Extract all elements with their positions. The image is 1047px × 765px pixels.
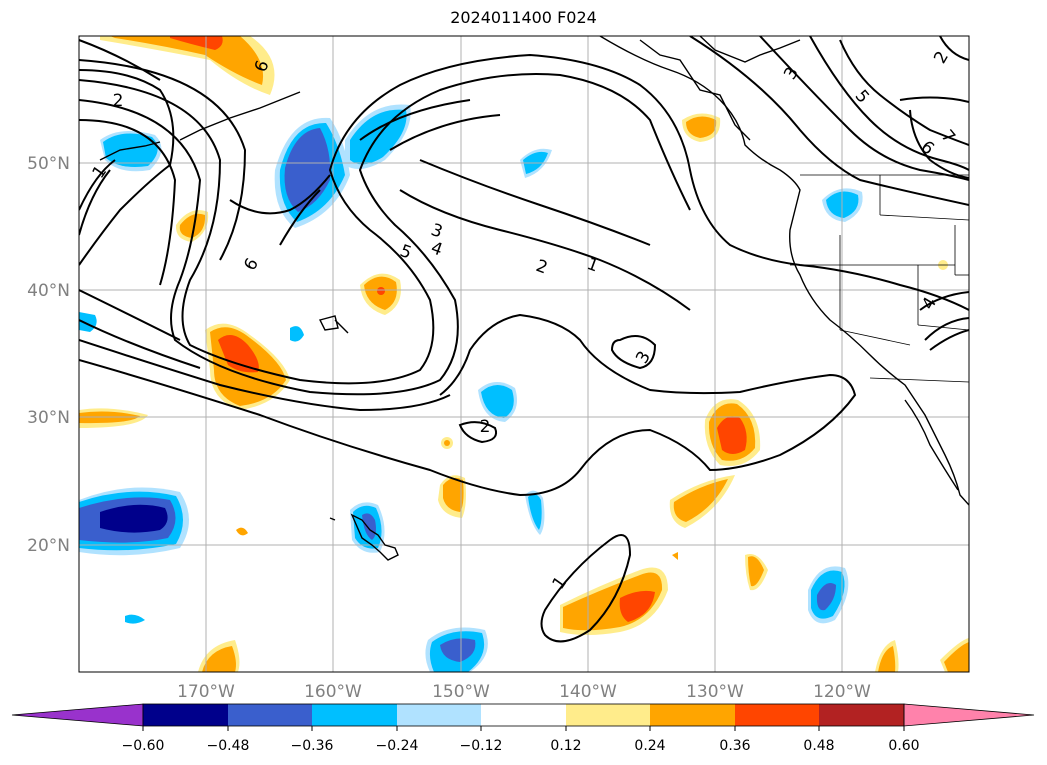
colorbar-extend-min [11, 703, 144, 727]
borders [790, 174, 969, 383]
colorbar-label: −0.36 [291, 738, 334, 754]
contour-label: 2 [480, 417, 491, 437]
colorbar: −0.60 −0.48 −0.36 −0.24 −0.12 0.12 0.24 … [11, 703, 1035, 754]
longitude-labels: 170°W 160°W 150°W 140°W 130°W 120°W [177, 682, 871, 702]
colorbar-segment [819, 704, 904, 726]
colorbar-label: −0.24 [376, 738, 419, 754]
colorbar-label: 0.60 [888, 738, 919, 754]
colorbar-segment [312, 704, 397, 726]
lon-label: 130°W [686, 682, 744, 702]
colorbar-label: −0.60 [122, 738, 165, 754]
map-frame [78, 35, 970, 673]
colorbar-segment [566, 704, 650, 726]
lon-label: 150°W [432, 682, 490, 702]
colorbar-segment [397, 704, 481, 726]
lon-label: 140°W [559, 682, 617, 702]
coastlines [99, 36, 969, 561]
colorbar-label: 0.24 [634, 738, 665, 754]
graticule [79, 36, 969, 672]
lat-label: 30°N [27, 408, 70, 428]
colorbar-label: 0.36 [719, 738, 750, 754]
colorbar-extend-max [903, 703, 1035, 727]
lat-label: 50°N [27, 154, 70, 174]
colorbar-segment [228, 704, 312, 726]
map-layers: 2 1 6 6 5 3 4 2 1 3 2 1 3 5 6 7 2 4 [79, 36, 969, 672]
colorbar-label: 0.48 [803, 738, 834, 754]
colorbar-label: −0.12 [460, 738, 503, 754]
lon-label: 120°W [813, 682, 871, 702]
colorbar-segment [143, 704, 228, 726]
colorbar-label: −0.48 [207, 738, 250, 754]
contour-lines [79, 36, 969, 643]
lat-label: 20°N [27, 536, 70, 556]
colorbar-segment [735, 704, 819, 726]
contour-label: 2 [113, 91, 124, 111]
colorbar-label: 0.12 [550, 738, 581, 754]
lon-label: 160°W [304, 682, 362, 702]
colorbar-segment [650, 704, 735, 726]
lon-label: 170°W [177, 682, 235, 702]
latitude-labels: 50°N 40°N 30°N 20°N [27, 154, 70, 556]
map-title: 2024011400 F024 [450, 8, 597, 27]
colorbar-segment [481, 704, 566, 726]
lat-label: 40°N [27, 281, 70, 301]
